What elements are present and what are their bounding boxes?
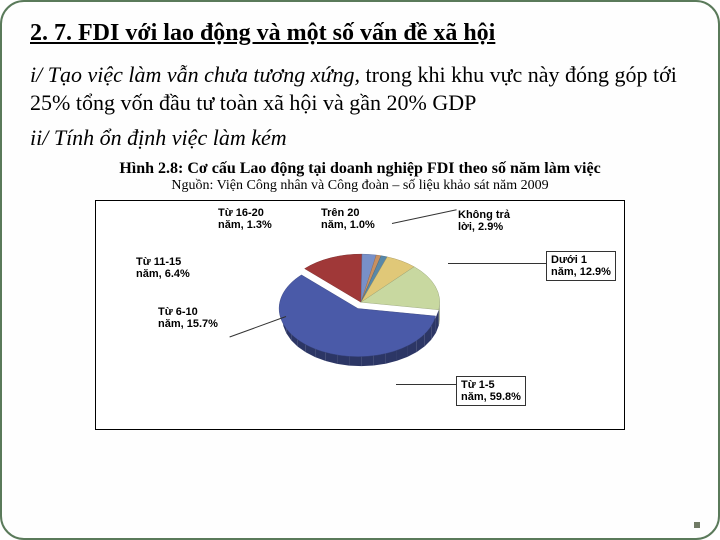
- leader-line: [392, 209, 457, 224]
- slide-frame: 2. 7. FDI với lao động và một số vấn đề …: [0, 0, 720, 540]
- pie-label-16-20: Từ 16-20năm, 1.3%: [218, 207, 272, 231]
- corner-decoration: [694, 522, 700, 528]
- pie-graphic: [271, 241, 451, 381]
- para1-emphasis: i/ Tạo việc làm vẫn chưa tương xứng,: [30, 62, 366, 87]
- leader-line: [448, 263, 546, 264]
- pie-label-6-10: Từ 6-10năm, 15.7%: [158, 306, 218, 330]
- paragraph-1: i/ Tạo việc làm vẫn chưa tương xứng, tro…: [30, 61, 690, 116]
- pie-label-11-15: Từ 11-15năm, 6.4%: [136, 256, 190, 280]
- paragraph-2: ii/ Tính ổn định việc làm kém: [30, 124, 690, 152]
- pie-label-noanswer: Không trảlời, 2.9%: [458, 209, 510, 233]
- pie-label-under1: Dưới 1năm, 12.9%: [546, 251, 616, 281]
- chart-source: Nguồn: Viện Công nhân và Công đoàn – số …: [30, 178, 690, 194]
- slide-title: 2. 7. FDI với lao động và một số vấn đề …: [30, 20, 690, 47]
- pie-chart: Trên 20năm, 1.0% Từ 16-20năm, 1.3% Không…: [95, 200, 625, 430]
- pie-label-1-5: Từ 1-5năm, 59.8%: [456, 376, 526, 406]
- pie-label-over20: Trên 20năm, 1.0%: [321, 207, 375, 231]
- leader-line: [396, 384, 456, 385]
- chart-title: Hình 2.8: Cơ cấu Lao động tại doanh nghi…: [30, 160, 690, 178]
- para2-text: ii/ Tính ổn định việc làm kém: [30, 125, 287, 150]
